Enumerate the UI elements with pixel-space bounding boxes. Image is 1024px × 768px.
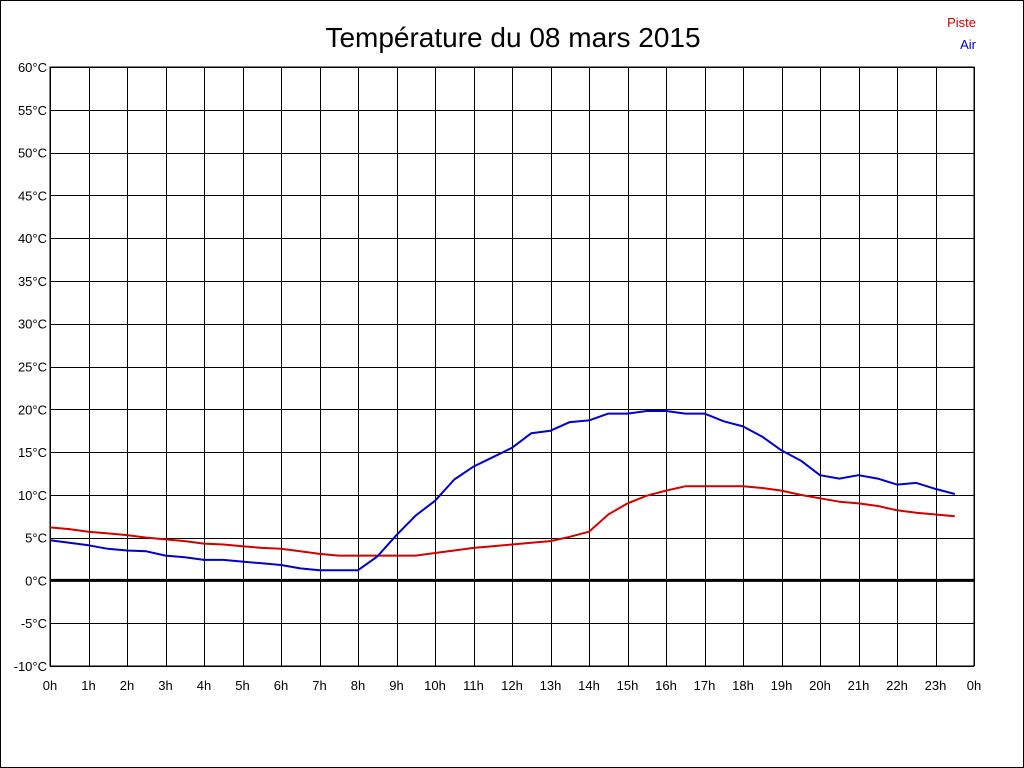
- x-tick-label: 19h: [771, 678, 793, 693]
- y-tick-label: 40°C: [18, 231, 47, 246]
- series-lines: [49, 410, 956, 572]
- y-tick-label: 35°C: [18, 274, 47, 289]
- x-tick-label: 2h: [120, 678, 134, 693]
- x-tick-label: 12h: [501, 678, 523, 693]
- x-tick-label: 15h: [617, 678, 639, 693]
- x-tick-label: 0h: [43, 678, 57, 693]
- y-tick-label: 55°C: [18, 103, 47, 118]
- y-tick-label: 10°C: [18, 488, 47, 503]
- x-tick-label: 9h: [389, 678, 403, 693]
- x-tick-label: 4h: [197, 678, 211, 693]
- x-tick-label: 16h: [655, 678, 677, 693]
- x-tick-label: 10h: [424, 678, 446, 693]
- x-tick-label: 6h: [274, 678, 288, 693]
- x-tick-label: 13h: [540, 678, 562, 693]
- y-tick-label: -10°C: [14, 659, 47, 674]
- chart-title: Température du 08 mars 2015: [325, 22, 700, 53]
- legend-item-air: Air: [960, 37, 977, 52]
- grid-lines: [49, 66, 975, 667]
- x-tick-label: 5h: [235, 678, 249, 693]
- y-tick-label: 20°C: [18, 402, 47, 417]
- x-tick-label: 8h: [351, 678, 365, 693]
- y-tick-label: 0°C: [25, 573, 47, 588]
- y-tick-label: 60°C: [18, 60, 47, 75]
- x-tick-label: 18h: [732, 678, 754, 693]
- y-axis-ticks: 60°C 55°C 50°C 45°C 40°C 35°C 30°C 25°C 20°C 15°C…: [14, 60, 47, 674]
- x-tick-label: 21h: [848, 678, 870, 693]
- y-tick-label: -5°C: [21, 616, 47, 631]
- x-tick-label: 23h: [925, 678, 947, 693]
- y-tick-label: 25°C: [18, 360, 47, 375]
- x-tick-label: 3h: [158, 678, 172, 693]
- x-tick-label: 22h: [886, 678, 908, 693]
- series-line-piste: [49, 485, 955, 557]
- y-tick-label: 15°C: [18, 445, 47, 460]
- series-line-air: [49, 410, 956, 572]
- x-tick-label: 7h: [312, 678, 326, 693]
- legend-item-piste: Piste: [947, 15, 976, 30]
- y-tick-label: 30°C: [18, 317, 47, 332]
- y-tick-label: 5°C: [25, 531, 47, 546]
- x-tick-label: 20h: [809, 678, 831, 693]
- x-tick-label: 11h: [463, 678, 484, 693]
- x-tick-label: 0h: [967, 678, 981, 693]
- x-axis-ticks: 0h 1h 2h 3h 4h 5h 6h 7h 8h 9h 10h 11h 12h 13h 14h 15h 16…: [43, 678, 981, 693]
- x-tick-label: 17h: [694, 678, 716, 693]
- y-tick-label: 45°C: [18, 188, 47, 203]
- x-tick-label: 1h: [81, 678, 95, 693]
- legend: Piste Air: [947, 15, 977, 52]
- x-tick-label: 14h: [578, 678, 600, 693]
- y-tick-label: 50°C: [18, 146, 47, 161]
